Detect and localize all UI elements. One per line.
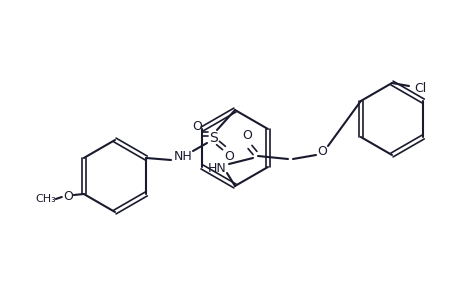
Text: HN: HN (208, 162, 227, 174)
Text: CH₃: CH₃ (35, 194, 56, 204)
Text: O: O (192, 120, 202, 133)
Text: O: O (317, 145, 327, 158)
Text: NH: NH (174, 149, 193, 162)
Text: O: O (63, 191, 73, 204)
Text: S: S (209, 131, 218, 145)
Text: O: O (242, 128, 252, 141)
Text: Cl: Cl (414, 82, 426, 95)
Text: O: O (224, 149, 234, 162)
